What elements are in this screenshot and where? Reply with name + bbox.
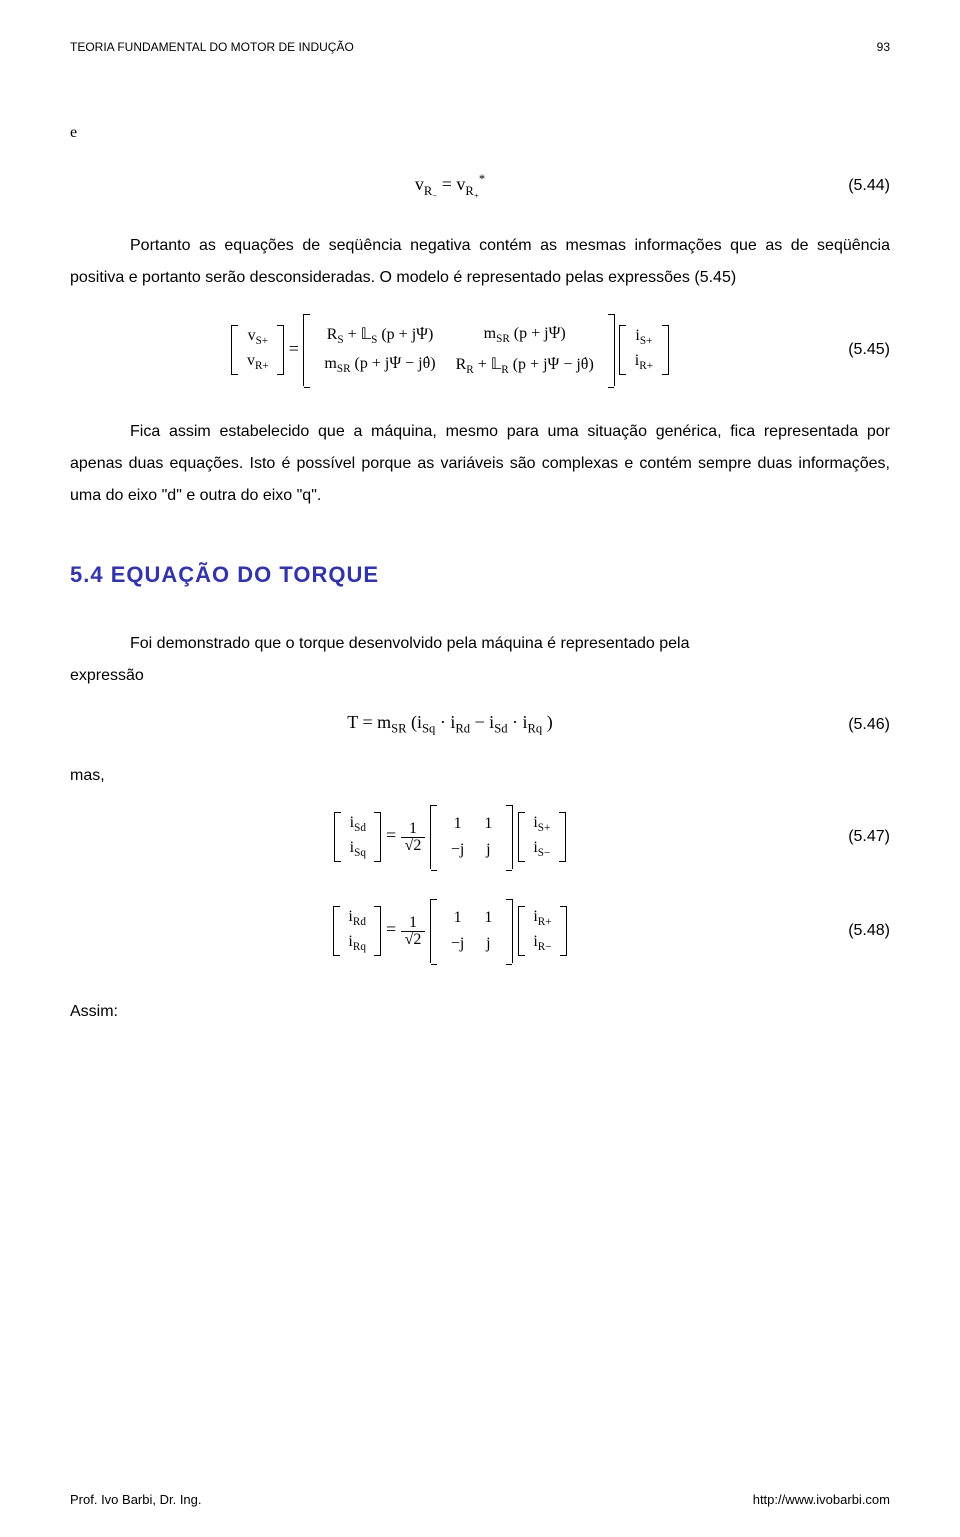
equation-5-46-body: T = mSR (iSq · iRd − iSd · iRq ) bbox=[70, 712, 830, 737]
running-head-title: TEORIA FUNDAMENTAL DO MOTOR DE INDUÇÃO bbox=[70, 40, 354, 54]
equals-sign: = bbox=[289, 338, 304, 358]
equation-5-45-number: (5.45) bbox=[830, 341, 890, 359]
left-bracket-icon bbox=[231, 325, 238, 375]
right-bracket-icon bbox=[559, 812, 566, 862]
eq545-right-vector: iS+ iR+ bbox=[631, 323, 657, 377]
equation-5-48-number: (5.48) bbox=[830, 922, 890, 940]
eq548-left-vector: iRd iRq bbox=[344, 904, 370, 958]
eq545-left-vector: vS+ vR+ bbox=[243, 323, 273, 377]
equation-5-46-number: (5.46) bbox=[830, 716, 890, 734]
right-bracket-icon bbox=[374, 812, 381, 862]
mas-label: mas, bbox=[70, 767, 890, 785]
eq544-star: * bbox=[479, 172, 485, 186]
eq548-fraction: 1 √2 bbox=[401, 915, 426, 948]
assim-label: Assim: bbox=[70, 1003, 890, 1021]
equation-5-46: T = mSR (iSq · iRd − iSd · iRq ) (5.46) bbox=[70, 712, 890, 737]
paragraph-3: Foi demonstrado que o torque desenvolvid… bbox=[70, 628, 890, 692]
eq548-matrix: 11 −jj bbox=[430, 899, 513, 963]
right-bracket-icon bbox=[374, 906, 381, 956]
eq547-fraction: 1 √2 bbox=[401, 821, 426, 854]
paragraph-1: Portanto as equações de seqüência negati… bbox=[70, 230, 890, 294]
equation-5-47: iSd iSq = 1 √2 11 −jj iS+ iS− (5.47 bbox=[70, 805, 890, 869]
equation-5-45-body: vS+ vR+ = RS + 𝕃S (p + jΨ) mSR (p + jΨ) bbox=[70, 314, 830, 386]
footer-author: Prof. Ivo Barbi, Dr. Ing. bbox=[70, 1492, 202, 1507]
eq544-lhs: v bbox=[415, 174, 424, 194]
equation-5-48-body: iRd iRq = 1 √2 11 −jj iR+ iR− bbox=[70, 899, 830, 963]
paragraph-3-line2: expressão bbox=[70, 667, 144, 684]
equation-5-44-body: vR− = vR+* bbox=[70, 172, 830, 200]
right-bracket-icon bbox=[662, 325, 669, 375]
footer-url: http://www.ivobarbi.com bbox=[753, 1492, 890, 1507]
section-heading: 5.4 EQUAÇÃO DO TORQUE bbox=[70, 562, 890, 588]
equation-5-44: vR− = vR+* (5.44) bbox=[70, 172, 890, 200]
left-bracket-icon bbox=[333, 906, 340, 956]
left-bracket-icon bbox=[334, 812, 341, 862]
equation-5-44-number: (5.44) bbox=[830, 177, 890, 195]
eq547-left-vector: iSd iSq bbox=[346, 810, 370, 864]
right-bracket-icon bbox=[560, 906, 567, 956]
paragraph-2: Fica assim estabelecido que a máquina, m… bbox=[70, 416, 890, 512]
running-head: TEORIA FUNDAMENTAL DO MOTOR DE INDUÇÃO 9… bbox=[70, 40, 890, 54]
equation-5-45: vS+ vR+ = RS + 𝕃S (p + jΨ) mSR (p + jΨ) bbox=[70, 314, 890, 386]
equation-5-47-body: iSd iSq = 1 √2 11 −jj iS+ iS− bbox=[70, 805, 830, 869]
page: TEORIA FUNDAMENTAL DO MOTOR DE INDUÇÃO 9… bbox=[0, 0, 960, 1537]
line-e: e bbox=[70, 124, 890, 142]
left-bracket-icon bbox=[518, 812, 525, 862]
eq547-matrix: 11 −jj bbox=[430, 805, 513, 869]
left-bracket-icon bbox=[518, 906, 525, 956]
left-bracket-icon bbox=[619, 325, 626, 375]
equation-5-47-number: (5.47) bbox=[830, 828, 890, 846]
footer: Prof. Ivo Barbi, Dr. Ing. http://www.ivo… bbox=[70, 1492, 890, 1507]
eq544-eq: = bbox=[442, 174, 457, 194]
eq548-right-vector: iR+ iR− bbox=[529, 904, 555, 958]
right-bracket-icon bbox=[277, 325, 284, 375]
running-head-page: 93 bbox=[877, 40, 890, 54]
equation-5-48: iRd iRq = 1 √2 11 −jj iR+ iR− (5.48 bbox=[70, 899, 890, 963]
eq547-right-vector: iS+ iS− bbox=[529, 810, 554, 864]
paragraph-3-line1: Foi demonstrado que o torque desenvolvid… bbox=[70, 628, 690, 660]
eq545-matrix: RS + 𝕃S (p + jΨ) mSR (p + jΨ) mSR (p + j… bbox=[303, 314, 614, 386]
